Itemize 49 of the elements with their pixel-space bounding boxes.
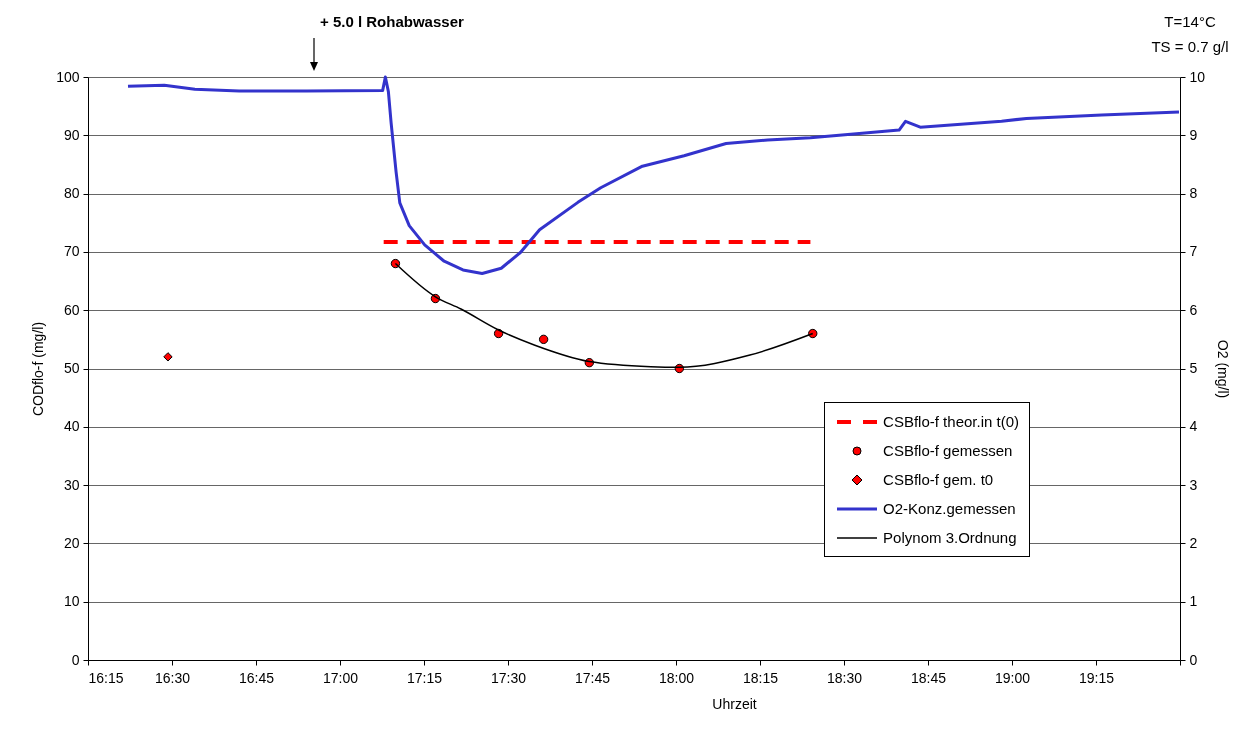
y2-tick-label: 8: [1189, 185, 1198, 202]
y-tick-label: 0: [71, 651, 80, 668]
legend-label: O2-Konz.gemessen: [883, 500, 1016, 517]
y-axis-title: CODflo-f (mg/l): [30, 321, 47, 417]
y-tick-label: 30: [63, 476, 80, 493]
x-tick-label: 18:15: [742, 669, 779, 686]
x-tick-label: 18:45: [910, 669, 947, 686]
text: T=14°C: [1164, 13, 1216, 30]
y2-tick-label: 3: [1189, 476, 1198, 493]
y2-tick-label: 1: [1189, 593, 1198, 610]
y2-tick-label: 5: [1189, 360, 1198, 376]
y-tick-label: 100: [56, 68, 80, 85]
legend-label: CSBflo-f gem. t0: [883, 471, 994, 488]
x-tick-label: 19:15: [1078, 669, 1115, 686]
y2-tick-label: 0: [1189, 651, 1198, 668]
y-tick-label: 60: [63, 301, 80, 318]
x-tick-label: 18:30: [826, 669, 863, 686]
x-tick-label: 17:00: [322, 669, 359, 686]
x-tick-label: 16:30: [154, 669, 191, 686]
text: + 5.0 l Rohabwasser: [320, 13, 464, 30]
y-tick-label: 40: [63, 418, 80, 435]
y2-tick-label: 6: [1189, 301, 1198, 318]
point: [538, 334, 549, 345]
y-tick-label: 10: [63, 593, 80, 610]
line-series: [126, 75, 1181, 275]
x-tick-label: 18:00: [658, 669, 695, 686]
x-tick-label: 16:45: [238, 669, 275, 686]
point: [163, 352, 173, 362]
x-tick-label: 17:45: [574, 669, 611, 686]
x-axis-title: Uhrzeit: [712, 695, 757, 712]
x-tick-label: 19:00: [994, 669, 1031, 686]
x-tick-label: 16:15: [88, 669, 124, 686]
y-tick-label: 20: [63, 534, 80, 551]
x-tick-label: 17:15: [406, 669, 443, 686]
y-tick-label: 70: [63, 243, 80, 260]
y2-tick-label: 9: [1189, 126, 1198, 143]
legend-label: Polynom 3.Ordnung: [883, 529, 1017, 546]
legend-label: CSBflo-f gemessen: [883, 442, 1013, 459]
y2-tick-label: 4: [1189, 418, 1198, 435]
y2-axis-title: O2 (mg/l): [1215, 339, 1232, 399]
y-tick-label: 90: [63, 126, 80, 143]
text: TS = 0.7 g/l: [1151, 38, 1229, 55]
y2-tick-label: 10: [1189, 68, 1206, 85]
y2-tick-label: 7: [1189, 243, 1198, 260]
y-tick-label: 50: [63, 360, 80, 376]
legend-label: CSBflo-f theor.in t(0): [883, 413, 1019, 430]
y2-tick-label: 2: [1189, 534, 1198, 551]
y-tick-label: 80: [63, 185, 80, 202]
x-tick-label: 17:30: [490, 669, 527, 686]
